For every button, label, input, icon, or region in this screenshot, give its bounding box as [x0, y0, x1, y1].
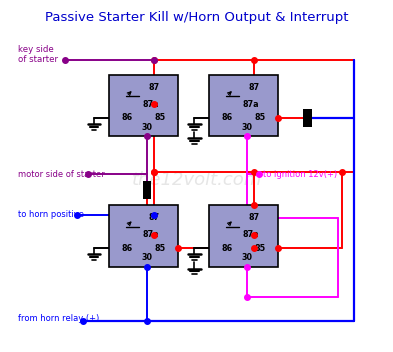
Text: 87a: 87a: [142, 100, 159, 109]
Text: 87: 87: [248, 213, 259, 222]
Text: 87: 87: [148, 213, 159, 222]
Text: 85: 85: [255, 244, 266, 253]
Text: to horn positive: to horn positive: [18, 210, 84, 219]
Text: Passive Starter Kill w/Horn Output & Interrupt: Passive Starter Kill w/Horn Output & Int…: [45, 11, 348, 24]
Text: 87a: 87a: [142, 230, 159, 239]
Text: 87a: 87a: [242, 230, 259, 239]
Text: 85: 85: [154, 244, 165, 253]
Text: 87: 87: [248, 83, 259, 92]
Text: 86: 86: [222, 113, 233, 122]
Text: to ignition 12v(+): to ignition 12v(+): [263, 170, 338, 179]
Bar: [143, 181, 151, 199]
Bar: [303, 109, 312, 127]
Bar: [109, 205, 178, 267]
Text: 85: 85: [255, 113, 266, 122]
Text: 86: 86: [222, 244, 233, 253]
Bar: [109, 75, 178, 137]
Text: 85: 85: [154, 113, 165, 122]
Bar: [209, 205, 278, 267]
Text: 30: 30: [141, 122, 152, 132]
Text: 87a: 87a: [242, 100, 259, 109]
Text: 87: 87: [148, 83, 159, 92]
Bar: [209, 75, 278, 137]
Text: 86: 86: [121, 113, 132, 122]
Text: 30: 30: [141, 253, 152, 262]
Text: from horn relay (+): from horn relay (+): [18, 314, 99, 323]
Text: 30: 30: [242, 122, 253, 132]
Text: motor side of starter: motor side of starter: [18, 170, 105, 179]
Text: 86: 86: [121, 244, 132, 253]
Text: 30: 30: [242, 253, 253, 262]
Text: the12volt.com: the12volt.com: [131, 170, 262, 189]
Text: key side
of starter: key side of starter: [18, 45, 58, 64]
